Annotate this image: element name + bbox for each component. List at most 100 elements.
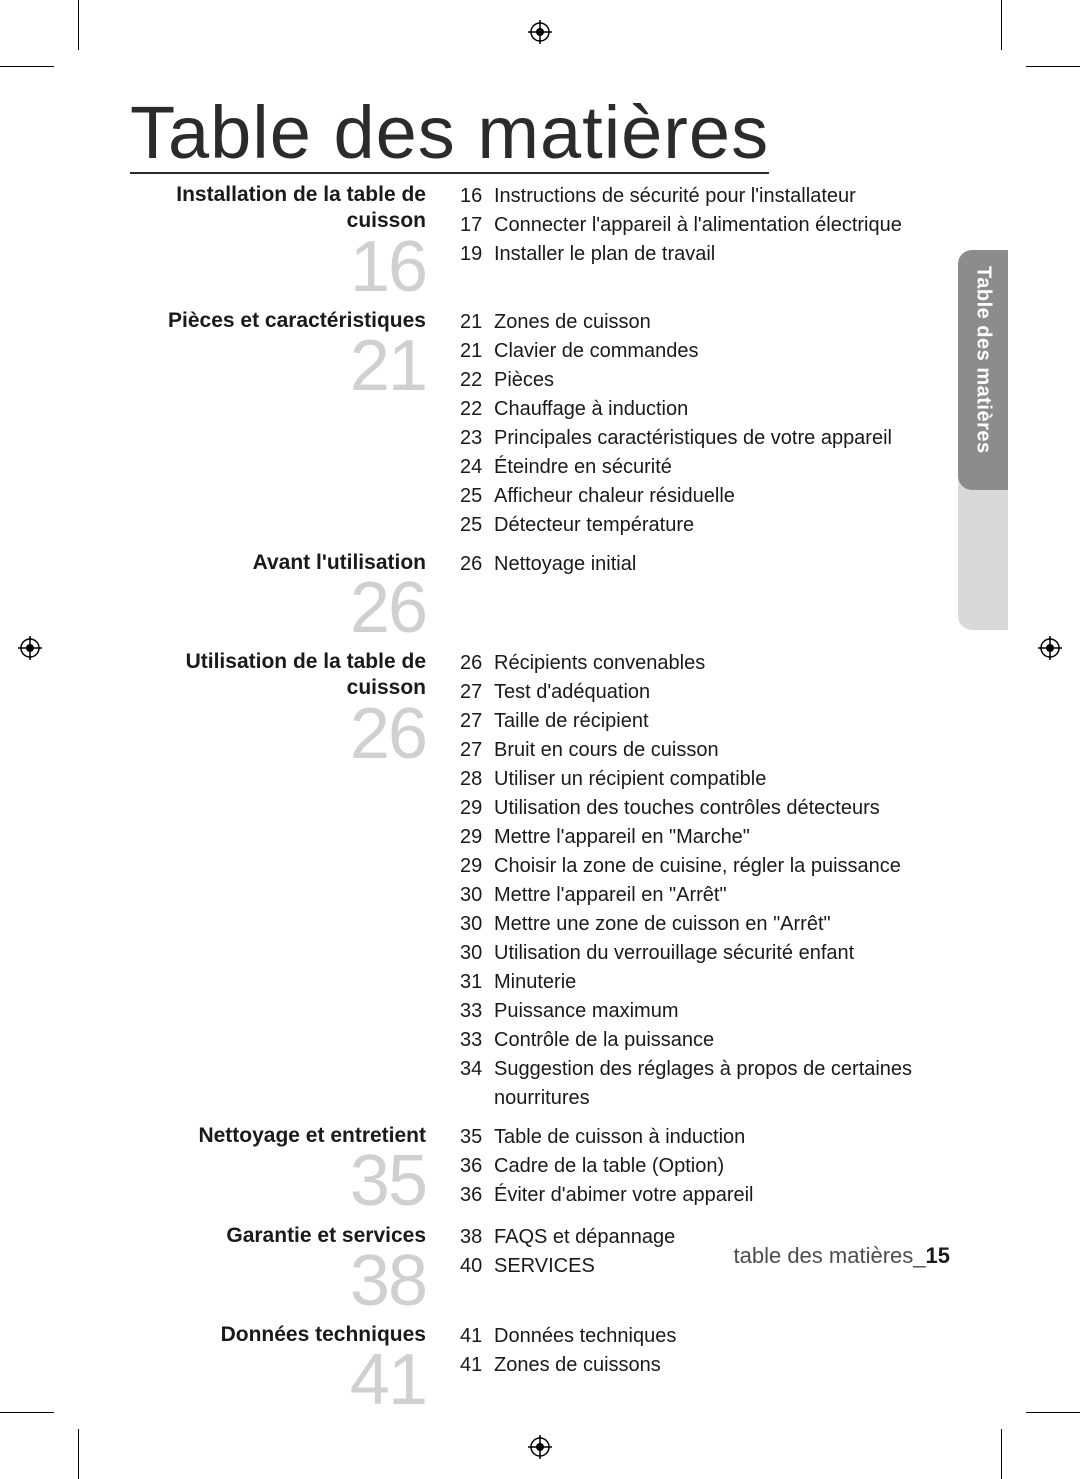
toc-section-left: Données techniques41 xyxy=(130,1322,460,1411)
toc-entry-label: Puissance maximum xyxy=(494,997,960,1026)
toc-entry-page: 31 xyxy=(460,968,494,997)
footer-separator: _ xyxy=(913,1243,925,1268)
toc-entry: 36Cadre de la table (Option) xyxy=(460,1152,960,1181)
toc-entry: 36Éviter d'abimer votre appareil xyxy=(460,1181,960,1210)
toc-section-number: 26 xyxy=(130,578,426,639)
toc-entry-page: 33 xyxy=(460,1026,494,1055)
toc-section-entries: 26Récipients convenables27Test d'adéquat… xyxy=(460,649,960,1113)
toc-entry-label: Minuterie xyxy=(494,968,960,997)
crop-mark xyxy=(1001,1429,1002,1479)
toc-entry-label: Zones de cuissons xyxy=(494,1351,960,1380)
toc-entry-page: 25 xyxy=(460,511,494,540)
toc-entry-label: Taille de récipient xyxy=(494,707,960,736)
toc-section-entries: 16Instructions de sécurité pour l'instal… xyxy=(460,182,960,269)
toc-section-entries: 26Nettoyage initial xyxy=(460,550,960,579)
table-of-contents: Installation de la table de cuisson1616I… xyxy=(130,182,960,1421)
page: Table des matières Table des matières In… xyxy=(0,0,1080,1479)
toc-entry: 25Détecteur température xyxy=(460,511,960,540)
toc-section: Utilisation de la table de cuisson2626Ré… xyxy=(130,649,960,1113)
toc-entry-page: 27 xyxy=(460,678,494,707)
toc-entry-label: Suggestion des réglages à propos de cert… xyxy=(494,1055,960,1113)
toc-section: Nettoyage et entretient3535Table de cuis… xyxy=(130,1123,960,1212)
toc-entry: 30Mettre une zone de cuisson en "Arrêt" xyxy=(460,910,960,939)
toc-entry-page: 35 xyxy=(460,1123,494,1152)
toc-entry: 22Pièces xyxy=(460,366,960,395)
toc-entry-label: Cadre de la table (Option) xyxy=(494,1152,960,1181)
crop-mark xyxy=(78,0,79,50)
toc-section-entries: 21Zones de cuisson21Clavier de commandes… xyxy=(460,308,960,540)
toc-entry-page: 26 xyxy=(460,649,494,678)
toc-entry: 25Afficheur chaleur résiduelle xyxy=(460,482,960,511)
toc-entry-page: 21 xyxy=(460,308,494,337)
toc-entry-label: Test d'adéquation xyxy=(494,678,960,707)
toc-entry-label: Pièces xyxy=(494,366,960,395)
toc-entry-label: Données techniques xyxy=(494,1322,960,1351)
page-footer: table des matières_15 xyxy=(734,1243,951,1269)
toc-entry: 41Données techniques xyxy=(460,1322,960,1351)
toc-entry: 31Minuterie xyxy=(460,968,960,997)
toc-entry: 28Utiliser un récipient compatible xyxy=(460,765,960,794)
toc-section-number: 38 xyxy=(130,1251,426,1312)
toc-entry-label: Éteindre en sécurité xyxy=(494,453,960,482)
toc-section-number: 26 xyxy=(130,704,426,765)
toc-section-number: 35 xyxy=(130,1151,426,1212)
toc-entry-label: Contrôle de la puissance xyxy=(494,1026,960,1055)
registration-mark-icon xyxy=(1038,636,1062,660)
crop-mark xyxy=(1001,0,1002,50)
toc-entry: 27Bruit en cours de cuisson xyxy=(460,736,960,765)
footer-label: table des matières xyxy=(734,1243,914,1268)
toc-entry-label: Nettoyage initial xyxy=(494,550,960,579)
toc-entry: 19Installer le plan de travail xyxy=(460,240,960,269)
toc-entry-page: 41 xyxy=(460,1351,494,1380)
toc-entry-label: Récipients convenables xyxy=(494,649,960,678)
toc-section: Installation de la table de cuisson1616I… xyxy=(130,182,960,298)
toc-entry-label: Afficheur chaleur résiduelle xyxy=(494,482,960,511)
toc-section-left: Garantie et services38 xyxy=(130,1223,460,1312)
toc-entry-page: 36 xyxy=(460,1152,494,1181)
toc-entry: 27Taille de récipient xyxy=(460,707,960,736)
toc-entry-label: Installer le plan de travail xyxy=(494,240,960,269)
toc-entry-label: Principales caractéristiques de votre ap… xyxy=(494,424,960,453)
toc-entry-label: Table de cuisson à induction xyxy=(494,1123,960,1152)
toc-entry-page: 33 xyxy=(460,997,494,1026)
toc-entry-label: Utilisation du verrouillage sécurité enf… xyxy=(494,939,960,968)
toc-entry-page: 26 xyxy=(460,550,494,579)
toc-section: Avant l'utilisation2626Nettoyage initial xyxy=(130,550,960,639)
toc-section-number: 16 xyxy=(130,237,426,298)
toc-entry: 24Éteindre en sécurité xyxy=(460,453,960,482)
toc-entry: 34Suggestion des réglages à propos de ce… xyxy=(460,1055,960,1113)
toc-entry-page: 29 xyxy=(460,852,494,881)
toc-entry-label: Éviter d'abimer votre appareil xyxy=(494,1181,960,1210)
toc-section-left: Installation de la table de cuisson16 xyxy=(130,182,460,298)
toc-entry-page: 19 xyxy=(460,240,494,269)
toc-entry-page: 30 xyxy=(460,939,494,968)
crop-mark xyxy=(1026,66,1080,67)
toc-entry: 21Zones de cuisson xyxy=(460,308,960,337)
toc-entry-page: 30 xyxy=(460,881,494,910)
toc-entry-label: Bruit en cours de cuisson xyxy=(494,736,960,765)
toc-entry-label: Mettre l'appareil en "Arrêt" xyxy=(494,881,960,910)
toc-entry-page: 17 xyxy=(460,211,494,240)
toc-entry: 22Chauffage à induction xyxy=(460,395,960,424)
toc-entry-page: 28 xyxy=(460,765,494,794)
toc-section-entries: 35Table de cuisson à induction36Cadre de… xyxy=(460,1123,960,1210)
toc-section-number: 41 xyxy=(130,1350,426,1411)
toc-entry-page: 36 xyxy=(460,1181,494,1210)
toc-section-left: Utilisation de la table de cuisson26 xyxy=(130,649,460,765)
toc-entry-page: 29 xyxy=(460,823,494,852)
toc-entry-page: 38 xyxy=(460,1223,494,1252)
side-tab: Table des matières xyxy=(958,250,1008,490)
toc-entry: 29Mettre l'appareil en "Marche" xyxy=(460,823,960,852)
page-title: Table des matières xyxy=(130,96,769,174)
toc-section-left: Nettoyage et entretient35 xyxy=(130,1123,460,1212)
toc-entry-page: 24 xyxy=(460,453,494,482)
toc-entry: 16Instructions de sécurité pour l'instal… xyxy=(460,182,960,211)
crop-mark xyxy=(1026,1412,1080,1413)
toc-entry-page: 41 xyxy=(460,1322,494,1351)
toc-entry-label: Mettre l'appareil en "Marche" xyxy=(494,823,960,852)
toc-entry-page: 29 xyxy=(460,794,494,823)
toc-entry-page: 34 xyxy=(460,1055,494,1113)
crop-mark xyxy=(0,66,54,67)
registration-mark-icon xyxy=(18,636,42,660)
toc-entry: 26Nettoyage initial xyxy=(460,550,960,579)
